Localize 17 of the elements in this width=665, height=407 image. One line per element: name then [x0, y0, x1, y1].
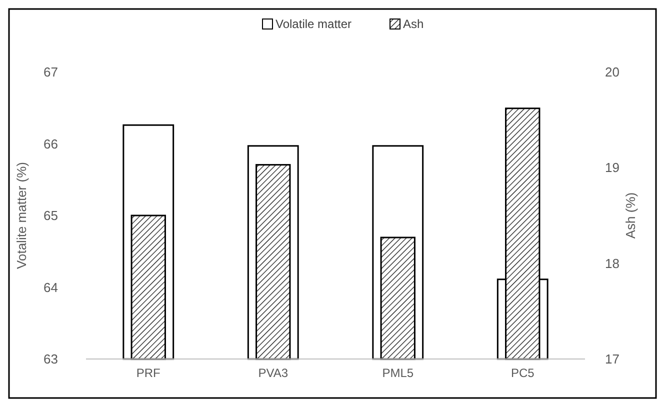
y2-tick-label: 18 [605, 256, 620, 271]
x-tick-label: PML5 [382, 366, 414, 380]
y2-tick-label: 17 [605, 352, 620, 367]
y-tick-label: 67 [44, 64, 58, 80]
legend-label: Ash [403, 17, 424, 31]
y-tick-label: 66 [44, 136, 58, 152]
y-axis-title: Votalite matter (%) [14, 162, 29, 269]
x-tick-label: PC5 [510, 366, 535, 380]
x-tick-label: PVA3 [258, 366, 288, 380]
y2-axis-title: Ash (%) [623, 192, 638, 239]
y-tick-label: 63 [44, 352, 58, 367]
y2-tick-label: 20 [605, 64, 620, 80]
legend-label: Volatile matter [276, 17, 352, 31]
x-tick-label: PRF [136, 366, 160, 380]
y-tick-label: 65 [44, 208, 58, 224]
y2-tick-label: 19 [605, 160, 620, 176]
y-tick-label: 64 [44, 280, 58, 295]
